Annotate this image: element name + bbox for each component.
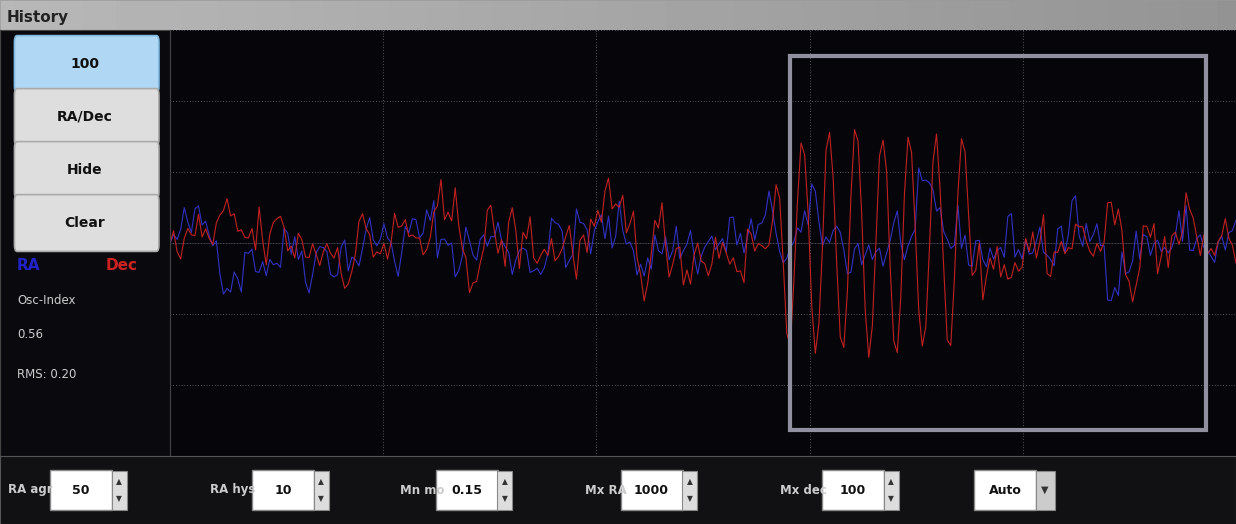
FancyBboxPatch shape <box>49 470 112 510</box>
Text: ▲: ▲ <box>116 477 122 486</box>
Bar <box>790 56 1206 430</box>
Text: History: History <box>6 10 68 25</box>
Text: ▲: ▲ <box>686 477 692 486</box>
FancyBboxPatch shape <box>620 470 682 510</box>
Text: ▲: ▲ <box>502 477 508 486</box>
Text: Mn mo: Mn mo <box>400 484 445 497</box>
FancyBboxPatch shape <box>15 36 159 92</box>
FancyBboxPatch shape <box>682 471 697 509</box>
Text: RA: RA <box>17 257 41 272</box>
Text: ▼: ▼ <box>318 494 324 503</box>
FancyBboxPatch shape <box>435 470 498 510</box>
FancyBboxPatch shape <box>822 470 884 510</box>
Text: 10: 10 <box>274 484 292 497</box>
Text: ▼: ▼ <box>887 494 894 503</box>
Text: 0.56: 0.56 <box>17 329 43 342</box>
FancyBboxPatch shape <box>1036 471 1054 509</box>
FancyBboxPatch shape <box>15 89 159 145</box>
Text: 50: 50 <box>72 484 90 497</box>
Text: ▼: ▼ <box>686 494 692 503</box>
Text: Auto: Auto <box>989 484 1021 497</box>
Text: RA hys: RA hys <box>210 484 256 497</box>
Text: RMS: 0.20: RMS: 0.20 <box>17 368 77 381</box>
Text: Mx RA: Mx RA <box>585 484 627 497</box>
Text: Clear: Clear <box>64 216 105 230</box>
Text: 1000: 1000 <box>634 484 669 497</box>
Text: Hide: Hide <box>67 163 103 177</box>
Text: ▼: ▼ <box>1041 485 1049 495</box>
Text: RA agr: RA agr <box>7 484 53 497</box>
Text: Dec: Dec <box>105 257 137 272</box>
FancyBboxPatch shape <box>497 471 512 509</box>
Text: Osc-Index: Osc-Index <box>17 293 75 307</box>
Text: ▼: ▼ <box>502 494 508 503</box>
FancyBboxPatch shape <box>314 471 329 509</box>
FancyBboxPatch shape <box>884 471 899 509</box>
FancyBboxPatch shape <box>252 470 314 510</box>
FancyBboxPatch shape <box>15 141 159 199</box>
Text: ▼: ▼ <box>116 494 122 503</box>
FancyBboxPatch shape <box>111 471 126 509</box>
Text: RA/Dec: RA/Dec <box>57 110 112 124</box>
FancyBboxPatch shape <box>974 470 1036 510</box>
Text: 0.15: 0.15 <box>451 484 482 497</box>
Text: ▲: ▲ <box>318 477 324 486</box>
Text: 100: 100 <box>840 484 866 497</box>
FancyBboxPatch shape <box>15 194 159 252</box>
Text: ▲: ▲ <box>887 477 894 486</box>
Text: Mx dec: Mx dec <box>780 484 827 497</box>
Text: 100: 100 <box>70 57 100 71</box>
